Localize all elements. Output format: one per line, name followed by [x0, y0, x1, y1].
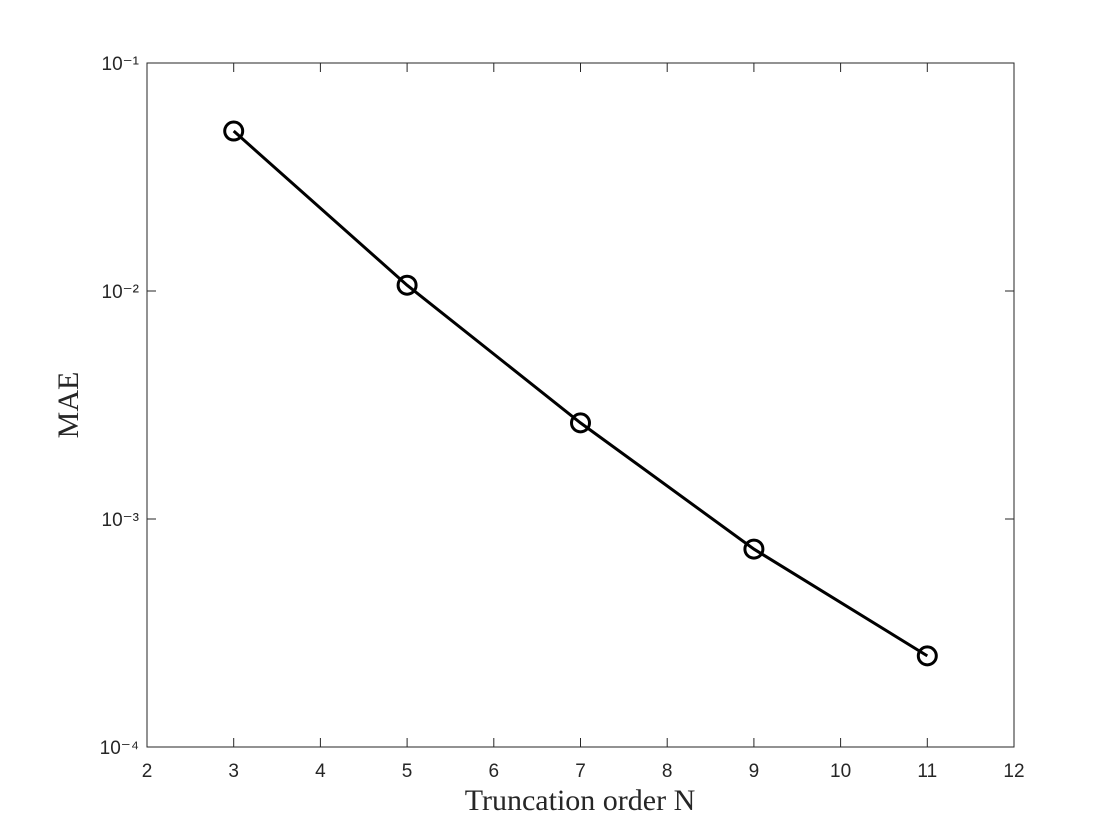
- x-tick-label: 12: [1003, 761, 1024, 782]
- x-tick-label: 4: [315, 761, 326, 782]
- x-tick-label: 9: [749, 761, 760, 782]
- y-axis-label: MAE: [52, 372, 85, 439]
- y-tick-label: 10⁻³: [102, 510, 140, 531]
- x-tick-label: 2: [142, 761, 153, 782]
- marker: [396, 274, 418, 296]
- y-tick-label: 10⁻⁴: [100, 738, 139, 759]
- x-tick-label: 11: [917, 761, 937, 782]
- x-axis-label: Truncation order N: [465, 784, 696, 817]
- marker: [743, 538, 765, 560]
- marker: [223, 120, 245, 142]
- plot-frame: [146, 62, 1015, 748]
- marker: [916, 645, 938, 667]
- x-tick-label: 10: [830, 761, 851, 782]
- x-tick-label: 6: [489, 761, 500, 782]
- y-tick-label: 10⁻¹: [102, 54, 140, 75]
- y-tick-label: 10⁻²: [102, 282, 140, 303]
- x-tick-label: 8: [662, 761, 673, 782]
- x-tick-label: 7: [575, 761, 586, 782]
- x-tick-label: 3: [228, 761, 239, 782]
- marker: [570, 412, 591, 434]
- series-line: [232, 129, 929, 658]
- x-tick-label: 5: [402, 761, 413, 782]
